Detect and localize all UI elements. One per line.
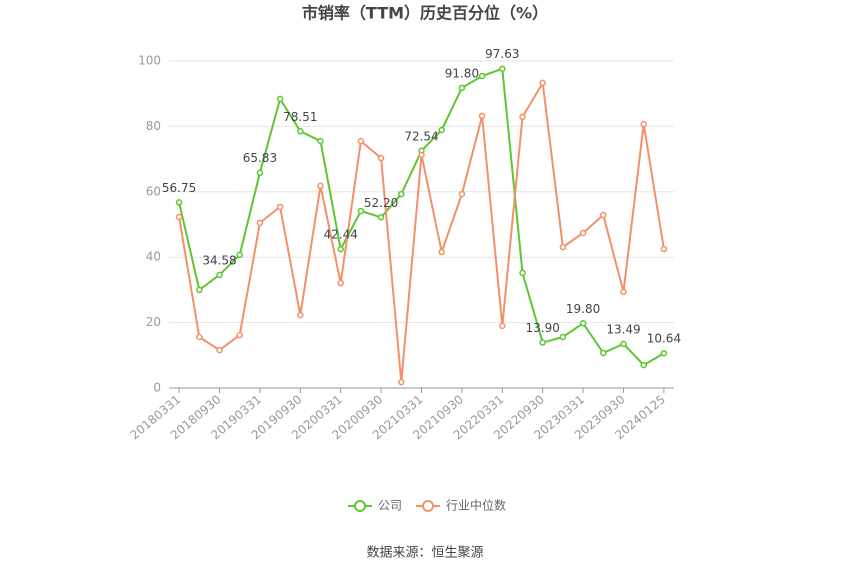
legend-label: 公司 [378, 499, 402, 513]
y-tick-label: 0 [153, 381, 161, 395]
point [317, 182, 324, 190]
legend-icon [422, 500, 434, 512]
point [640, 120, 647, 128]
data-label: 13.90 [526, 321, 560, 335]
point [600, 349, 607, 357]
point [337, 279, 344, 287]
point [256, 219, 264, 227]
point [297, 311, 304, 319]
point [276, 203, 284, 211]
data-label: 97.63 [485, 47, 519, 61]
y-tick-label: 80 [146, 119, 161, 133]
data-label: 72.54 [404, 129, 438, 143]
chart-title: 市销率（TTM）历史百分位（%） [302, 4, 548, 23]
point [660, 349, 668, 357]
point [236, 251, 243, 259]
y-tick-label: 40 [146, 250, 161, 264]
point [297, 128, 304, 135]
point [398, 190, 405, 198]
point [317, 137, 324, 145]
data-label: 13.49 [606, 322, 640, 336]
y-tick-label: 20 [146, 315, 161, 329]
point [579, 320, 587, 327]
point [377, 154, 385, 162]
point [337, 245, 344, 253]
point [175, 199, 183, 206]
point [579, 229, 587, 237]
series-line [178, 79, 665, 383]
point [539, 339, 546, 346]
point [660, 245, 668, 253]
point [499, 322, 506, 330]
data-label: 10.64 [647, 332, 681, 346]
point [276, 95, 284, 103]
legend-icon [354, 500, 366, 512]
point [196, 333, 203, 341]
y-tick-label: 60 [146, 184, 161, 198]
series-line [178, 67, 665, 367]
point [398, 378, 405, 386]
point [256, 169, 264, 176]
data-label: 65.83 [243, 151, 277, 165]
data-label: 34.58 [202, 253, 236, 267]
point [519, 269, 526, 277]
point [478, 112, 486, 120]
point [357, 207, 365, 215]
data-label: 78.51 [283, 110, 317, 124]
point [620, 288, 627, 296]
data-label: 42.44 [324, 228, 358, 242]
point [438, 248, 445, 256]
point [458, 84, 466, 92]
source: 数据来源：恒生聚源 [366, 546, 483, 561]
point [620, 340, 627, 348]
point [377, 214, 385, 221]
point [640, 361, 647, 369]
legend-label: 行业中位数 [446, 498, 506, 513]
point [519, 113, 526, 121]
data-label: 91.80 [445, 66, 479, 80]
point [216, 271, 223, 279]
point [559, 243, 567, 251]
point [499, 65, 506, 72]
point [357, 137, 365, 145]
data-label: 52.20 [364, 196, 398, 210]
point [196, 286, 203, 294]
point [600, 211, 607, 219]
point [418, 151, 425, 159]
point [438, 126, 445, 134]
point [478, 72, 486, 80]
point [236, 331, 243, 339]
point [458, 190, 466, 198]
data-label: 19.80 [566, 302, 600, 316]
point [175, 213, 183, 221]
point [216, 346, 223, 354]
point [559, 333, 567, 341]
data-label: 56.75 [162, 181, 196, 195]
point [539, 79, 546, 87]
y-tick-label: 100 [138, 54, 161, 68]
